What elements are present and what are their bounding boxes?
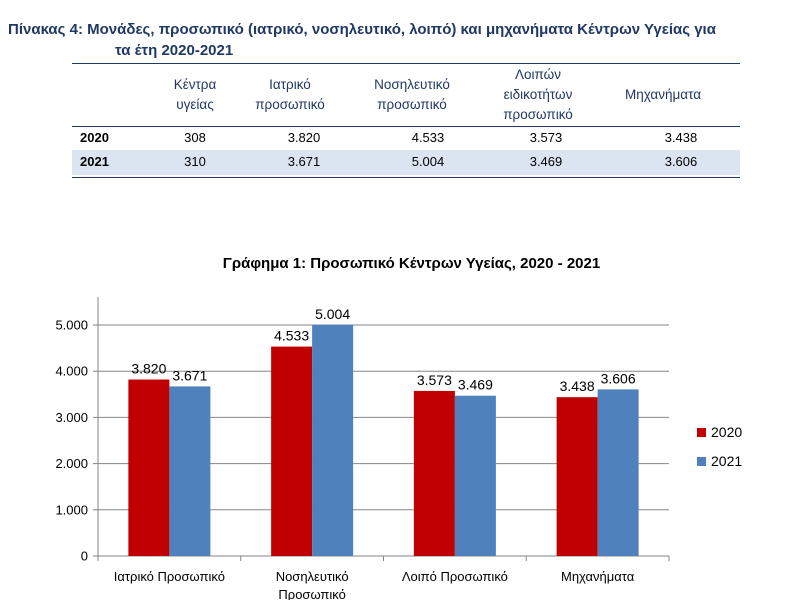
table-cell: 5.004: [411, 154, 445, 169]
table-title-line1: Πίνακας 4: Μονάδες, προσωπικό (ιατρικό, …: [8, 21, 716, 38]
y-tick-label: 5.000: [55, 318, 88, 333]
y-tick-label: 0: [81, 549, 88, 564]
chart-title: Γράφημα 1: Προσωπικό Κέντρων Υγείας, 202…: [222, 255, 601, 272]
table-title-line2: τα έτη 2020-2021: [115, 42, 234, 59]
table-bottom-border: [72, 177, 740, 178]
x-tick-label: Νοσηλευτικό: [276, 569, 349, 584]
table-title: Πίνακας 4: Μονάδες, προσωπικό (ιατρικό, …: [8, 19, 798, 61]
table-cell: 3.573: [529, 130, 563, 145]
bar-2021: [454, 395, 496, 556]
table-cell: 308: [184, 130, 206, 145]
table-row-year: 2020: [80, 130, 109, 145]
legend-item-2021: 2021: [697, 453, 742, 469]
table-cell: 3.820: [287, 130, 321, 145]
legend-item-2020: 2020: [697, 424, 742, 440]
legend-swatch: [697, 456, 706, 466]
bar-value-label: 3.606: [601, 370, 636, 386]
y-tick-label: 4.000: [55, 364, 88, 379]
bar-value-label: 3.469: [458, 377, 493, 393]
bar-2020: [271, 346, 313, 556]
table-header-separator: [72, 126, 740, 127]
bar-2020: [556, 397, 598, 556]
legend-label: 2021: [711, 453, 743, 469]
x-tick-label: Προσωπικό: [278, 587, 345, 600]
table-cell: 3.606: [664, 154, 698, 169]
bar-2020: [128, 379, 170, 556]
table-header-cell: Κέντρα υγείας: [173, 76, 217, 112]
x-tick-label: Μηχανήματα: [561, 569, 635, 584]
bar-value-label: 4.533: [274, 328, 309, 344]
bar-value-label: 3.820: [131, 361, 166, 377]
bar-2021: [169, 386, 211, 556]
table-cell: 310: [184, 154, 206, 169]
bar-2021: [312, 324, 354, 556]
y-tick-label: 1.000: [55, 502, 88, 517]
bar-value-label: 3.438: [560, 378, 595, 394]
bar-value-label: 3.573: [417, 372, 452, 388]
table-top-border: [72, 63, 740, 64]
table-header-cell: Λοιπών ειδικοτήτων προσωπικό: [503, 66, 573, 122]
y-tick-label: 3.000: [55, 410, 88, 425]
legend-swatch: [697, 427, 706, 437]
table-row-year: 2021: [80, 154, 109, 169]
table-row-highlight: [72, 150, 740, 175]
table-header-cell: Νοσηλευτικό προσωπικό: [374, 76, 450, 112]
bar-value-label: 5.004: [315, 306, 350, 322]
table-cell: 3.671: [287, 154, 321, 169]
x-tick-label: Ιατρικό Προσωπικό: [114, 569, 225, 584]
table-cell: 4.533: [411, 130, 445, 145]
table-header-cell: Μηχανήματα: [624, 86, 702, 102]
bar-2020: [413, 390, 455, 556]
legend-label: 2020: [711, 424, 743, 440]
table-header-cell: Ιατρικό προσωπικό: [255, 76, 325, 112]
bar-value-label: 3.671: [172, 367, 207, 383]
table-cell: 3.469: [529, 154, 563, 169]
x-tick-label: Λοιπό Προσωπικό: [402, 569, 508, 584]
table-cell: 3.438: [664, 130, 698, 145]
y-tick-label: 2.000: [55, 456, 88, 471]
bar-2021: [597, 389, 639, 556]
